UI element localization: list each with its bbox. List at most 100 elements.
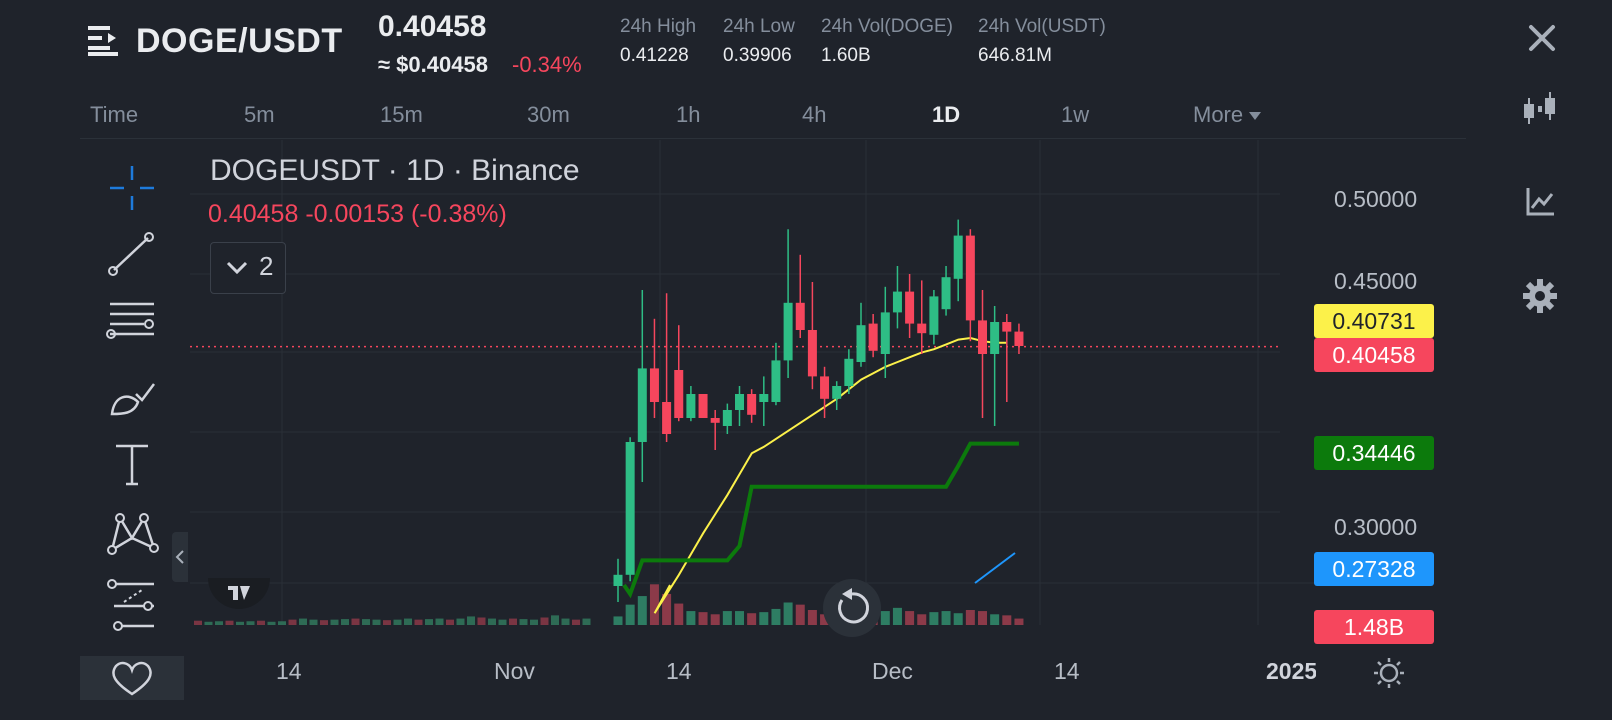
stat-vol-usdt-label: 24h Vol(USDT) [978,16,1106,37]
trading-pair[interactable]: DOGE/USDT [136,22,343,60]
candle-body [1014,331,1024,346]
volume-bar [288,619,297,625]
volume-bar [519,619,528,625]
volume-bar [561,618,570,625]
volume-bar [446,619,454,625]
volume-bar [362,619,370,625]
volume-bar [246,621,255,625]
stat-vol-doge-label: 24h Vol(DOGE) [821,16,953,37]
volume-bar [467,616,475,625]
stat-low-value: 0.39906 [723,45,792,66]
stat-high-label: 24h High [620,16,697,37]
stat-high-value: 0.41228 [620,45,689,66]
candle-body [844,358,854,386]
chevron-down-icon [1249,112,1262,121]
volume-bar [215,621,223,625]
candle-body [649,368,659,402]
gear-icon[interactable] [1522,278,1558,314]
favorites-panel[interactable] [80,656,184,700]
menu-icon[interactable] [88,24,122,56]
indicator-collapse-button[interactable]: 2 [210,242,286,294]
candle-body [795,302,805,330]
volume-bar [747,613,757,625]
tf-1h[interactable]: 1h [676,102,701,127]
volume-bar [795,604,805,625]
candle-body [674,370,684,418]
candle-body [613,574,623,586]
candle-body [868,323,878,351]
volume-bar [236,621,244,625]
volume-bar [372,619,381,625]
volume-bar [990,614,1000,625]
volume-bar [649,584,659,625]
text-tool-icon[interactable] [104,436,160,492]
candle-body [905,291,915,324]
candle-body [735,394,744,410]
trendline-icon[interactable] [104,226,160,282]
volume-bar [735,611,744,625]
volume-bar [425,619,433,625]
green-step-line [622,441,1019,599]
tf-1d[interactable]: 1D [932,102,961,127]
measure-icon[interactable] [104,576,160,632]
volume-bar [204,621,213,625]
candle-body [771,360,781,402]
volume-bar [456,618,465,625]
candle-body [820,376,830,399]
time-axis-label: 14 [666,658,692,684]
volume-bar [892,607,902,625]
reset-icon[interactable] [822,578,882,638]
candle-body [880,312,890,354]
candle-body [1002,322,1012,332]
tf-5m[interactable]: 5m [244,102,275,127]
candle-body [686,394,696,418]
time-axis-label: 14 [1054,658,1080,684]
candle-body [747,394,757,415]
tf-time[interactable]: Time [90,102,139,127]
drawing-toolbar [80,150,184,700]
stat-vol-doge-value: 1.60B [821,45,871,66]
indicator-icon[interactable] [1522,184,1558,220]
volume-bar [917,614,927,625]
volume-bar [414,619,423,625]
ma-price-tag: 0.40731 [1314,304,1434,338]
tf-more-label: More [1193,102,1244,127]
volume-bar [674,603,684,625]
last-price-tag: 0.40458 [1314,338,1434,372]
tf-more[interactable]: More [1193,102,1262,128]
heart-icon [112,661,152,696]
close-icon[interactable] [1526,22,1558,54]
volume-bar [351,618,360,625]
volume-bar [530,619,538,625]
sun-icon[interactable] [1372,656,1406,690]
volume-bar [540,617,549,625]
crosshair-icon[interactable] [104,160,160,216]
timeframe-bar: Time 5m 15m 30m 1h 4h 1D 1w More [80,96,1466,139]
volume-bar [330,619,339,625]
last-price: 0.40458 [378,10,487,43]
blue-line [974,552,1016,584]
volume-bar [341,619,349,625]
volume-bar [929,612,939,625]
tf-30m[interactable]: 30m [527,102,570,127]
candle-body [953,235,963,279]
volume-bar [1002,615,1012,625]
tf-15m[interactable]: 15m [380,102,423,127]
candle-body [832,386,842,399]
volume-bar [572,619,580,625]
chevron-left-icon [175,550,184,564]
horizontal-lines-icon[interactable] [104,296,160,352]
tf-4h[interactable]: 4h [802,102,827,127]
stat-vol-usdt-value: 646.81M [978,45,1052,66]
brush-icon[interactable] [104,366,160,422]
volume-bar [498,619,507,625]
volume-bar [309,619,318,625]
volume-bar [551,615,559,625]
candlestick-icon[interactable] [1522,90,1558,126]
tf-1w[interactable]: 1w [1061,102,1090,127]
price-axis-label: 0.45000 [1334,268,1418,294]
volume-bar [582,618,591,625]
pattern-icon[interactable] [104,506,160,562]
candle-body [637,368,647,442]
collapse-toolbar-tab[interactable] [172,532,188,582]
